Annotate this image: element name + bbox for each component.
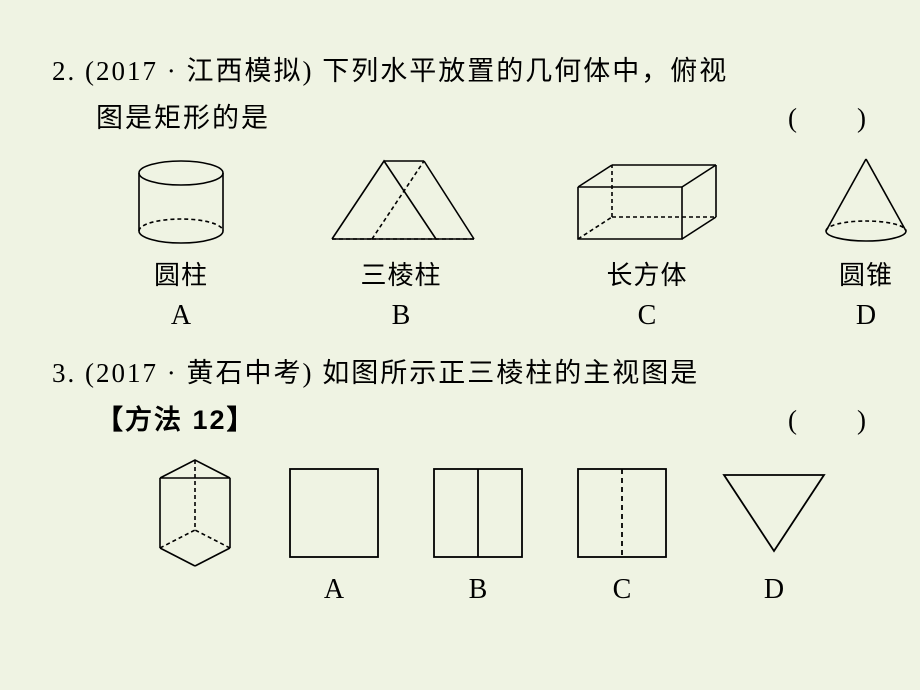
q3-paren: ( ) xyxy=(788,397,868,444)
q3-c-letter: C xyxy=(613,574,632,606)
q3-text1: 如图所示正三棱柱的主视图是 xyxy=(322,358,699,388)
q3-a-letter: A xyxy=(324,574,344,606)
q3-method: 【方法 12】 xyxy=(96,397,256,444)
q3-option-b: B xyxy=(430,458,526,606)
q2-number: 2. xyxy=(52,56,76,86)
q2-b-caption: 三棱柱 xyxy=(360,255,441,292)
q3-number: 3. xyxy=(52,358,76,388)
q2-b-letter: B xyxy=(392,300,411,332)
q3-block: 3. (2017 · 黄石中考) 如图所示正三棱柱的主视图是 【方法 12】 (… xyxy=(52,350,868,607)
tri-prism-icon xyxy=(326,155,476,245)
cylinder-icon xyxy=(132,155,230,245)
q2-text2: 图是矩形的是 xyxy=(96,95,270,142)
cone-icon xyxy=(818,155,914,245)
q2-option-c: 长方体 C xyxy=(572,155,722,332)
q3-line2: 【方法 12】 ( ) xyxy=(52,397,868,444)
q3-line1: 3. (2017 · 黄石中考) 如图所示正三棱柱的主视图是 xyxy=(52,350,868,397)
q2-c-caption: 长方体 xyxy=(606,255,687,292)
square-dashed-midline-icon xyxy=(574,458,670,568)
q2-line1: 2. (2017 · 江西模拟) 下列水平放置的几何体中，俯视 xyxy=(52,48,868,95)
q2-option-a: 圆柱 A xyxy=(132,155,230,332)
q2-d-caption: 圆锥 xyxy=(839,255,893,292)
q2-c-letter: C xyxy=(638,300,657,332)
q2-paren: ( ) xyxy=(788,95,868,142)
q3-d-letter: D xyxy=(764,574,784,606)
inverted-triangle-icon xyxy=(718,458,830,568)
cuboid-icon xyxy=(572,155,722,245)
q3-option-c: C xyxy=(574,458,670,606)
q3-option-a: A xyxy=(286,458,382,606)
q2-a-caption: 圆柱 xyxy=(154,255,208,292)
q2-source: (2017 · 江西模拟) xyxy=(85,56,313,86)
square-midline-icon xyxy=(430,458,526,568)
page-content: 2. (2017 · 江西模拟) 下列水平放置的几何体中，俯视 图是矩形的是 (… xyxy=(52,48,868,606)
square-icon xyxy=(286,458,382,568)
q3-b-letter: B xyxy=(469,574,488,606)
q2-line2: 图是矩形的是 ( ) xyxy=(52,95,868,142)
q2-d-letter: D xyxy=(856,300,876,332)
q3-source: (2017 · 黄石中考) xyxy=(85,358,313,388)
q2-option-b: 三棱柱 B xyxy=(326,155,476,332)
q2-figures-row: 圆柱 A 三棱柱 B xyxy=(52,155,868,332)
q3-reference-figure: X xyxy=(152,458,238,606)
q3-option-d: D xyxy=(718,458,830,606)
q3-figures-row: X A B xyxy=(52,458,868,606)
q2-option-d: 圆锥 D xyxy=(818,155,914,332)
q2-text1: 下列水平放置的几何体中，俯视 xyxy=(322,56,728,86)
q2-a-letter: A xyxy=(171,300,191,332)
vertical-prism-icon xyxy=(152,458,238,568)
